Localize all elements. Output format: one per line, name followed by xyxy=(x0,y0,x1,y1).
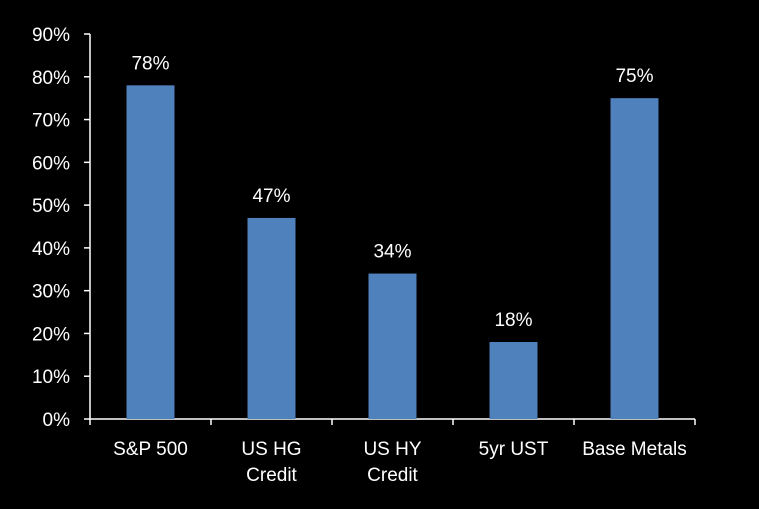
category-labels: S&P 500 US HG Credit US HY Credit 5yr UST Base… xyxy=(113,439,687,486)
data-label: 34% xyxy=(373,242,411,263)
bar xyxy=(490,342,538,419)
bar xyxy=(248,218,296,419)
category-label: US HY Credit xyxy=(363,439,421,486)
y-tick-label: 70% xyxy=(32,111,70,132)
y-tick-label: 40% xyxy=(32,239,70,260)
y-tick-label: 10% xyxy=(32,367,70,388)
y-tick-label: 50% xyxy=(32,196,70,217)
y-tick-label: 30% xyxy=(32,282,70,303)
category-label: US HG Credit xyxy=(241,439,301,486)
bar xyxy=(611,98,659,419)
y-tick-label: 20% xyxy=(32,324,70,345)
bar xyxy=(127,85,175,419)
data-label: 78% xyxy=(131,53,169,74)
y-axis-ticks: 0% 10% 20% 30% 40% 50% 60% 70% 80% 90% xyxy=(32,25,90,431)
bar xyxy=(369,274,417,419)
data-label: 18% xyxy=(494,310,532,331)
y-tick-label: 90% xyxy=(32,25,70,46)
data-label: 75% xyxy=(615,66,653,87)
y-tick-label: 80% xyxy=(32,68,70,89)
y-tick-label: 60% xyxy=(32,153,70,174)
data-label: 47% xyxy=(252,186,290,207)
y-tick-label: 0% xyxy=(43,410,71,431)
category-label: 5yr UST xyxy=(479,439,549,460)
category-label: Base Metals xyxy=(582,439,687,460)
category-label: S&P 500 xyxy=(113,439,188,460)
